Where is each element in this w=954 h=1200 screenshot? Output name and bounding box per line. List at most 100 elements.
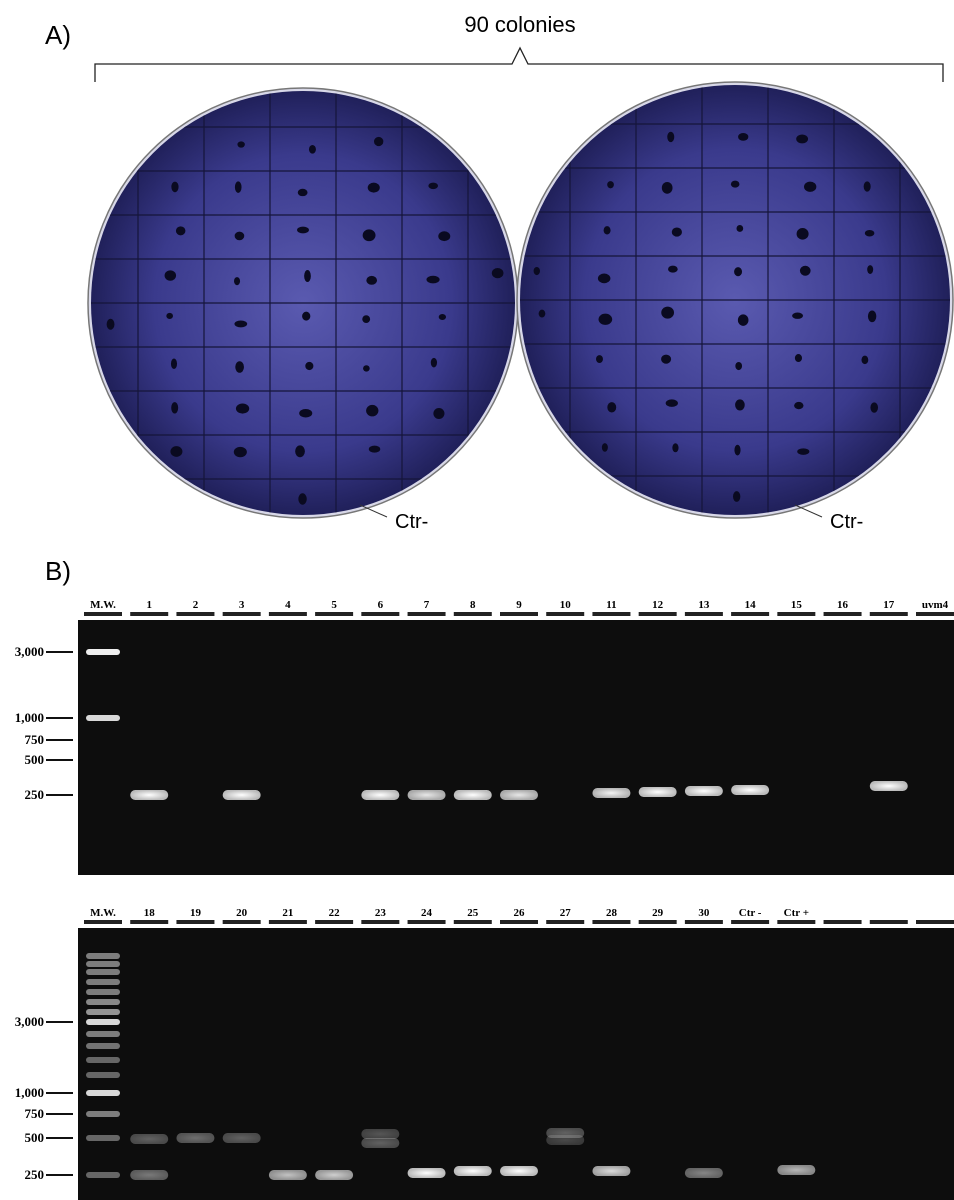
band [315, 1170, 354, 1180]
lane-label: Ctr - [739, 907, 762, 919]
lane-bar [500, 920, 538, 924]
colony [734, 444, 741, 456]
lane-label: M.W. [90, 599, 116, 611]
lane-label: 6 [378, 599, 384, 611]
lane-bar [916, 612, 954, 616]
colony [234, 277, 241, 286]
gel [78, 928, 954, 1200]
colony [235, 361, 244, 373]
colony [732, 491, 741, 502]
lane-bar [268, 612, 307, 616]
colony [864, 229, 875, 237]
colony [297, 226, 309, 234]
colony [433, 408, 445, 419]
marker-band [86, 1019, 120, 1025]
colony [533, 266, 540, 276]
lane-bar [823, 920, 862, 924]
lane-label: 19 [190, 907, 202, 919]
lane-bar [315, 612, 354, 616]
size-label: 500 [25, 752, 45, 767]
band [731, 785, 770, 795]
size-label: 3,000 [15, 1014, 44, 1029]
lane-label: 3 [239, 599, 245, 611]
marker-band [86, 999, 120, 1005]
lane-bar [823, 612, 862, 616]
colony [870, 402, 879, 413]
marker-band [86, 953, 120, 959]
marker-band [86, 1031, 120, 1037]
colony [362, 229, 376, 242]
bracket [94, 46, 944, 82]
lane-bar [916, 920, 954, 924]
colony [672, 443, 679, 453]
plate-grid [91, 91, 515, 515]
colony [738, 133, 749, 141]
band [268, 1170, 307, 1180]
colony [164, 270, 177, 281]
size-label: 250 [25, 787, 45, 802]
lane-bar [684, 920, 723, 924]
colony [233, 446, 247, 458]
band [130, 790, 169, 800]
colony [175, 226, 186, 236]
band [222, 790, 261, 800]
band [592, 788, 631, 798]
colony [661, 354, 672, 364]
lane-label: 27 [560, 907, 572, 919]
colony [730, 180, 740, 188]
ctr-pointer [794, 504, 823, 518]
colony [661, 306, 675, 319]
colony [374, 136, 384, 147]
band [592, 1166, 631, 1176]
lane-label: 26 [514, 907, 526, 919]
colony [438, 231, 451, 242]
colony [597, 273, 611, 284]
colony [295, 445, 305, 458]
band [222, 1133, 261, 1143]
colony [430, 357, 438, 368]
lane-bar [222, 920, 261, 924]
colony [794, 401, 804, 410]
lane-bar [361, 920, 400, 924]
marker-band [86, 1057, 120, 1063]
colony [737, 314, 749, 326]
colony [170, 358, 178, 370]
colony [106, 318, 115, 330]
band [777, 1165, 816, 1175]
colony [796, 228, 809, 240]
lane-label: 7 [424, 599, 430, 611]
ctr-label: Ctr- [395, 511, 428, 533]
band [684, 786, 723, 796]
marker-band [86, 1172, 120, 1178]
marker-band [86, 979, 120, 985]
lane-bar [638, 920, 677, 924]
colony [299, 409, 313, 418]
band [361, 1129, 400, 1139]
lane-bar [453, 612, 492, 616]
marker-band [86, 1009, 120, 1015]
lane-label: 29 [652, 907, 664, 919]
colony [305, 361, 314, 371]
colony [867, 265, 874, 274]
marker-band [86, 649, 120, 655]
lane-label: 4 [285, 599, 291, 611]
lane-label: 24 [421, 907, 433, 919]
lane-bar [130, 612, 169, 616]
marker-band [86, 715, 120, 721]
marker-band [86, 989, 120, 995]
lane-bar [407, 612, 446, 616]
lane-label: 30 [698, 907, 710, 919]
size-label: 250 [25, 1167, 45, 1182]
band [361, 790, 400, 800]
ctr-pointer [359, 504, 388, 518]
colony [363, 365, 370, 372]
lane-label: uvm4 [922, 599, 949, 611]
colony [867, 310, 877, 323]
colony [863, 181, 871, 192]
lane-bar [638, 612, 677, 616]
marker-band [86, 1043, 120, 1049]
lane-label: 13 [698, 599, 710, 611]
band [500, 1166, 538, 1176]
colony [598, 313, 613, 325]
lane-label: 15 [791, 599, 803, 611]
